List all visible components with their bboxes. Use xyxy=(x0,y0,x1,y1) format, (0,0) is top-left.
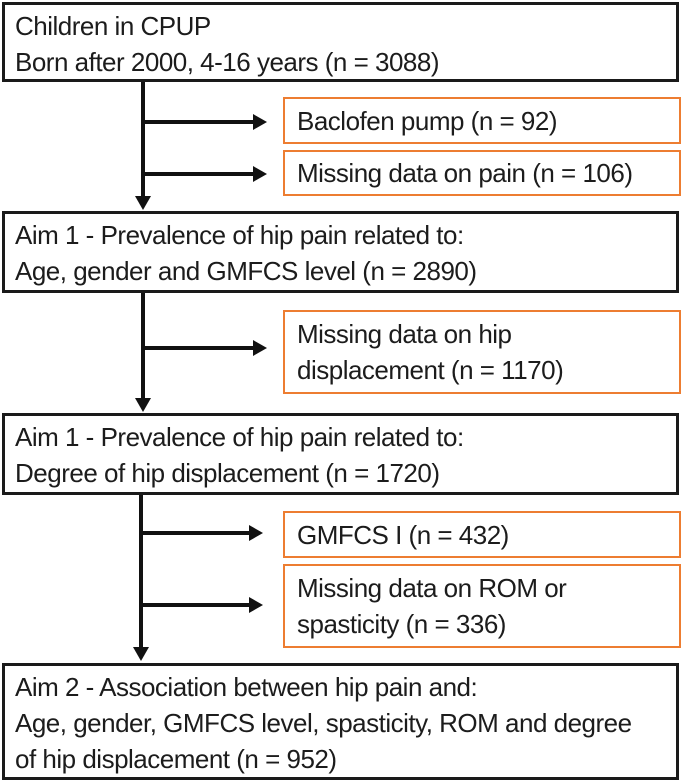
branch-arrow-baclofen-head xyxy=(253,114,267,130)
box-excl-missing-displacement: Missing data on hip displacement (n = 11… xyxy=(283,310,681,394)
box-aim1-displacement-line-2: Degree of hip displacement (n = 1720) xyxy=(15,458,440,488)
branch-arrow-missing-pain-head xyxy=(253,166,267,182)
box-aim2-line-2: Age, gender, GMFCS level, spasticity, RO… xyxy=(15,708,632,738)
box-aim1-displacement: Aim 1 - Prevalence of hip pain related t… xyxy=(2,413,679,495)
box-excl-missing-rom-line-1: Missing data on ROM or xyxy=(297,573,567,603)
box-aim1-gmfcs-line-1: Aim 1 - Prevalence of hip pain related t… xyxy=(15,220,464,250)
arrow-down-2-head xyxy=(135,398,151,412)
branch-arrow-gmfcs1-head xyxy=(249,525,263,541)
box-excl-missing-rom: Missing data on ROM or spasticity (n = 3… xyxy=(283,564,681,648)
box-excl-missing-pain-line-1: Missing data on pain (n = 106) xyxy=(297,158,633,188)
box-excl-baclofen-line-1: Baclofen pump (n = 92) xyxy=(297,105,558,136)
arrow-down-3-head xyxy=(133,647,149,661)
box-aim1-gmfcs-line-2: Age, gender and GMFCS level (n = 2890) xyxy=(15,256,477,286)
box-cohort-line-2: Born after 2000, 4-16 years (n = 3088) xyxy=(15,47,440,77)
box-excl-missing-displacement-line-2: displacement (n = 1170) xyxy=(297,355,564,385)
box-aim2-line-1: Aim 2 - Association between hip pain and… xyxy=(15,672,478,702)
box-aim2: Aim 2 - Association between hip pain and… xyxy=(2,663,679,780)
box-excl-missing-rom-line-2: spasticity (n = 336) xyxy=(297,609,506,639)
box-excl-baclofen: Baclofen pump (n = 92) xyxy=(283,97,681,144)
box-aim2-line-3: of hip displacement (n = 952) xyxy=(15,744,337,774)
arrow-down-1-head xyxy=(135,196,151,210)
branch-arrow-missing-rom-head xyxy=(249,597,263,613)
box-excl-gmfcs1-line-1: GMFCS I (n = 432) xyxy=(297,519,509,550)
box-aim1-displacement-line-1: Aim 1 - Prevalence of hip pain related t… xyxy=(15,422,464,452)
box-cohort: Children in CPUP Born after 2000, 4-16 y… xyxy=(2,2,679,82)
box-cohort-line-1: Children in CPUP xyxy=(15,11,211,41)
box-excl-missing-displacement-line-1: Missing data on hip xyxy=(297,319,512,349)
box-aim1-gmfcs: Aim 1 - Prevalence of hip pain related t… xyxy=(2,211,679,293)
branch-arrow-missing-displacement-head xyxy=(253,340,267,356)
box-excl-missing-pain: Missing data on pain (n = 106) xyxy=(283,150,681,196)
box-excl-gmfcs1: GMFCS I (n = 432) xyxy=(283,511,681,558)
